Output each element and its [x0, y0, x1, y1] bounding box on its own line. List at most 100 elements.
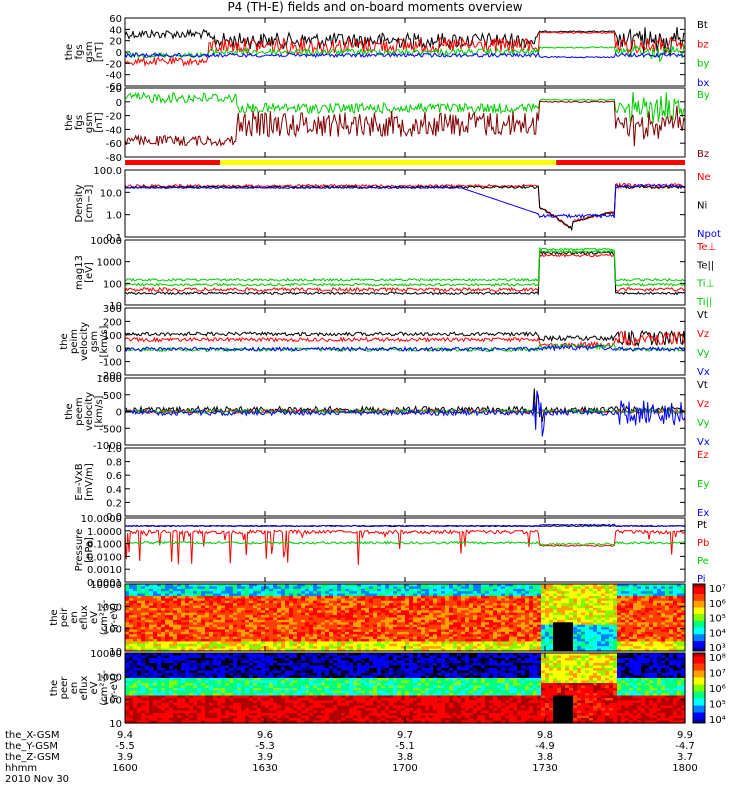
spectrogram-cell	[469, 631, 474, 635]
spectrogram-cell	[309, 605, 314, 609]
colorbar-cell	[693, 614, 705, 618]
spectrogram-cell	[481, 588, 486, 592]
spectrogram-cell	[129, 593, 134, 597]
spectrogram-cell	[565, 584, 570, 587]
spectrogram-cell	[261, 588, 266, 592]
spectrogram-cell	[633, 600, 638, 604]
spectrogram-cell	[137, 670, 142, 674]
spectrogram-cell	[233, 629, 238, 633]
spectrogram-cell	[217, 603, 222, 607]
spectrogram-cell	[169, 713, 174, 717]
spectrogram-cell	[177, 715, 182, 719]
spectrogram-cell	[437, 603, 442, 607]
colorbar-label: 10⁷	[709, 584, 726, 595]
spectrogram-cell	[405, 593, 410, 597]
legend-By: By	[697, 90, 710, 101]
spectrogram-cell	[161, 655, 166, 659]
spectrogram-cell	[285, 627, 290, 631]
spectrogram-cell	[525, 619, 530, 623]
spectrogram-cell	[209, 629, 214, 633]
spectrogram-cell	[245, 610, 250, 614]
spectrogram-cell	[449, 593, 454, 597]
spectrogram-cell	[497, 600, 502, 604]
spectrogram-cell	[497, 584, 502, 587]
spectrogram-cell	[653, 646, 658, 650]
spectrogram-cell	[309, 603, 314, 607]
spectrogram-cell	[137, 643, 142, 647]
spectrogram-cell	[669, 617, 674, 621]
spectrogram-cell	[497, 588, 502, 592]
spectrogram-cell	[641, 605, 646, 609]
spectrogram-cell	[313, 643, 318, 647]
spectrogram-cell	[205, 660, 210, 664]
spectrogram-cell	[181, 603, 186, 607]
spectrogram-cell	[561, 605, 566, 609]
spectrogram-cell	[373, 593, 378, 597]
spectrogram-cell	[501, 598, 506, 602]
spectrogram-cell	[481, 643, 486, 647]
spectrogram-cell	[213, 690, 218, 694]
spectrogram-cell	[361, 648, 366, 652]
spectrogram-cell	[157, 605, 162, 609]
spectrogram-cell	[461, 648, 466, 652]
spectrogram-cell	[665, 634, 670, 638]
spectrogram-cell	[217, 683, 222, 687]
spectrogram-cell	[493, 615, 498, 619]
spectrogram-cell	[153, 631, 158, 635]
spectrogram-cell	[177, 663, 182, 667]
spectrogram-cell	[149, 713, 154, 717]
spectrogram-cell	[141, 718, 146, 722]
y-tick-label: -40	[106, 125, 122, 136]
spectrogram-cell	[637, 605, 642, 609]
spectrogram-cell	[625, 605, 630, 609]
spectrogram-cell	[449, 629, 454, 633]
spectrogram-cell	[469, 588, 474, 592]
spectrogram-cell	[657, 643, 662, 647]
spectrogram-cell	[197, 627, 202, 631]
spectrogram-cell	[385, 610, 390, 614]
spectrogram-cell	[521, 595, 526, 599]
spectrogram-cell	[317, 610, 322, 614]
spectrogram-cell	[145, 639, 150, 643]
spectrogram-cell	[277, 643, 282, 647]
spectrogram-cell	[625, 615, 630, 619]
y-tick-label: 10000	[90, 236, 122, 247]
spectrogram-cell	[233, 600, 238, 604]
spectrogram-cell	[673, 636, 678, 640]
spectrogram-cell	[261, 603, 266, 607]
spectrogram-cell	[153, 629, 158, 633]
spectrogram-cell	[193, 629, 198, 633]
spectrogram-cell	[257, 617, 262, 621]
spectrogram-cell	[441, 641, 446, 645]
spectrogram-cell	[437, 591, 442, 595]
spectrogram-cell	[489, 610, 494, 614]
spectrogram-cell	[149, 693, 154, 697]
spectrogram-cell	[149, 607, 154, 611]
spectrogram-cell	[197, 683, 202, 687]
spectrogram-cell	[441, 648, 446, 652]
spectrogram-cell	[605, 591, 610, 595]
spectrogram-cell	[477, 586, 482, 590]
spectrogram-cell	[205, 593, 210, 597]
spectrogram-cell	[341, 643, 346, 647]
spectrogram-cell	[665, 631, 670, 635]
spectrogram-cell	[157, 713, 162, 717]
spectrogram-cell	[209, 663, 214, 667]
spectrogram-cell	[145, 710, 150, 714]
spectrogram-cell	[353, 593, 358, 597]
spectrogram-cell	[601, 629, 606, 633]
spectrogram-cell	[593, 591, 598, 595]
spectrogram-cell	[673, 586, 678, 590]
spectrogram-cell	[173, 663, 178, 667]
spectrogram-cell	[517, 629, 522, 633]
spectrogram-cell	[597, 598, 602, 602]
spectrogram-cell	[497, 639, 502, 643]
spectrogram-cell	[477, 627, 482, 631]
spectrogram-cell	[173, 678, 178, 682]
spectrogram-cell	[261, 629, 266, 633]
spectrogram-cell	[213, 680, 218, 684]
spectrogram-cell	[629, 641, 634, 645]
spectrogram-cell	[561, 586, 566, 590]
spectrogram-cell	[457, 584, 462, 587]
spectrogram-cell	[201, 588, 206, 592]
